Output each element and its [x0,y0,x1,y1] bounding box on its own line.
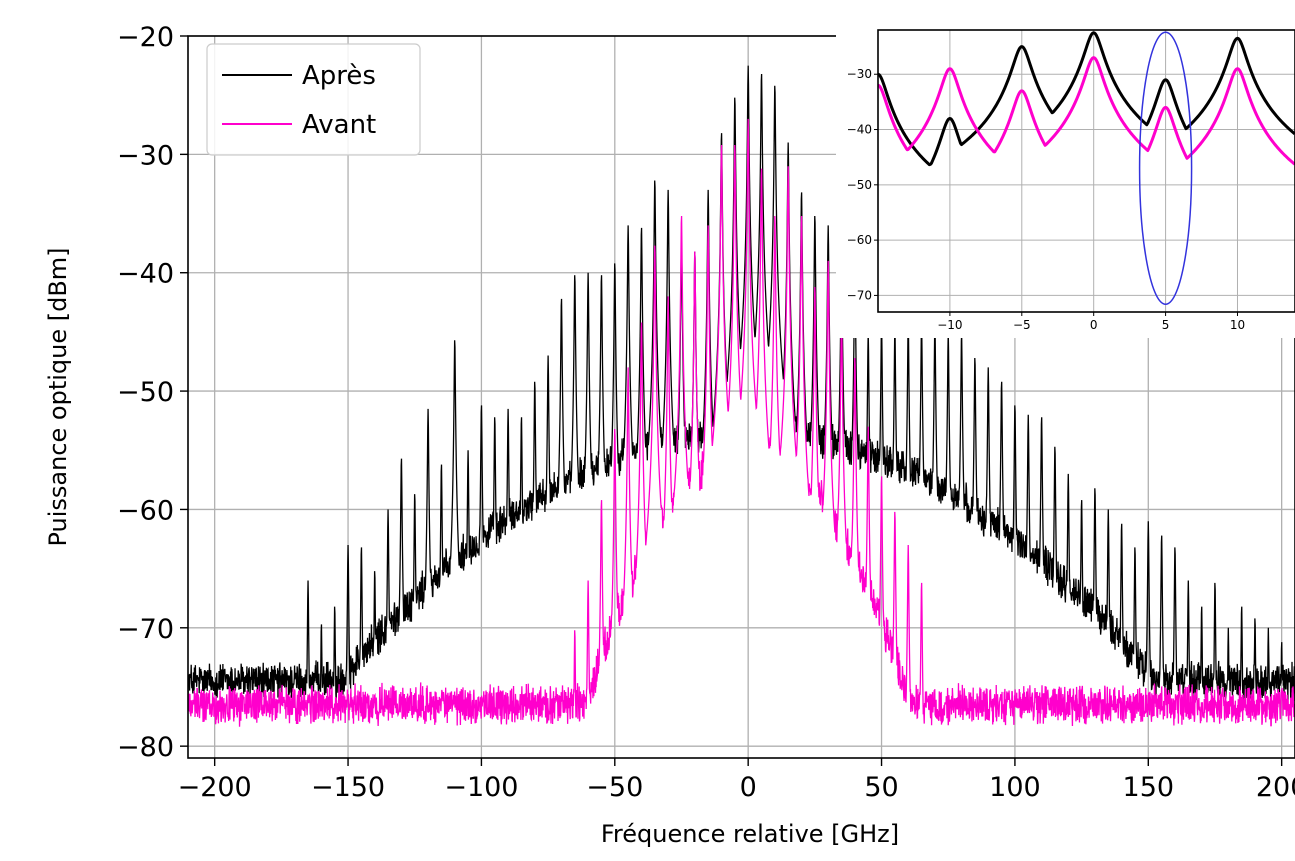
inset-series-line-apres [878,31,1295,167]
legend-label-avant: Avant [302,110,376,140]
x-tick-label: −100 [444,772,518,803]
x-tick-label: 150 [1123,772,1175,803]
inset-x-tick-label: 0 [1090,318,1098,332]
inset-series-line-avant [878,56,1295,166]
y-tick-label: −80 [117,732,174,763]
inset-x-tick-label: −10 [937,318,962,332]
y-tick-label: −20 [117,22,174,53]
legend-label-apres: Après [302,61,376,91]
y-tick-label: −50 [117,377,174,408]
main-series [188,65,1295,727]
inset-highlight-ellipse [1138,31,1193,305]
inset-ticks: −10 −5 0 5 10−30−40−50−60−70 [847,67,1245,332]
inset-zoom-plot: −10 −5 0 5 10−30−40−50−60−70 [836,26,1295,338]
x-axis-label: Fréquence relative [GHz] [601,820,899,848]
series-line-avant [188,118,1295,727]
main-plot-frame [187,35,1295,759]
inset-x-tick-label: −5 [1013,318,1031,332]
inset-series [878,31,1295,167]
x-tick-label: −150 [311,772,385,803]
y-tick-label: −60 [117,495,174,526]
x-tick-label: −50 [586,772,643,803]
inset-y-tick-label: −60 [847,233,872,247]
inset-frame [877,29,1295,313]
inset-x-tick-label: 10 [1230,318,1245,332]
inset-y-tick-label: −70 [847,288,872,302]
series-line-apres [188,65,1295,702]
y-tick-label: −40 [117,259,174,290]
x-tick-label: 100 [989,772,1041,803]
legend-box [206,43,421,156]
inset-x-tick-label: 5 [1162,318,1170,332]
y-tick-label: −30 [117,140,174,171]
x-tick-label: 50 [864,772,898,803]
inset-background [836,26,1295,338]
x-tick-label: 0 [740,772,757,803]
main-ticks: −200−150−100−50050100150200−80−70−60−50−… [117,22,1295,803]
inset-y-tick-label: −40 [847,123,872,137]
x-tick-label: 200 [1256,772,1295,803]
legend: Après Avant [206,43,421,156]
inset-y-tick-label: −30 [847,67,872,81]
y-axis-label: Puissance optique [dBm] [44,247,72,546]
inset-y-tick-label: −50 [847,178,872,192]
y-tick-label: −70 [117,614,174,645]
x-tick-label: −200 [178,772,252,803]
